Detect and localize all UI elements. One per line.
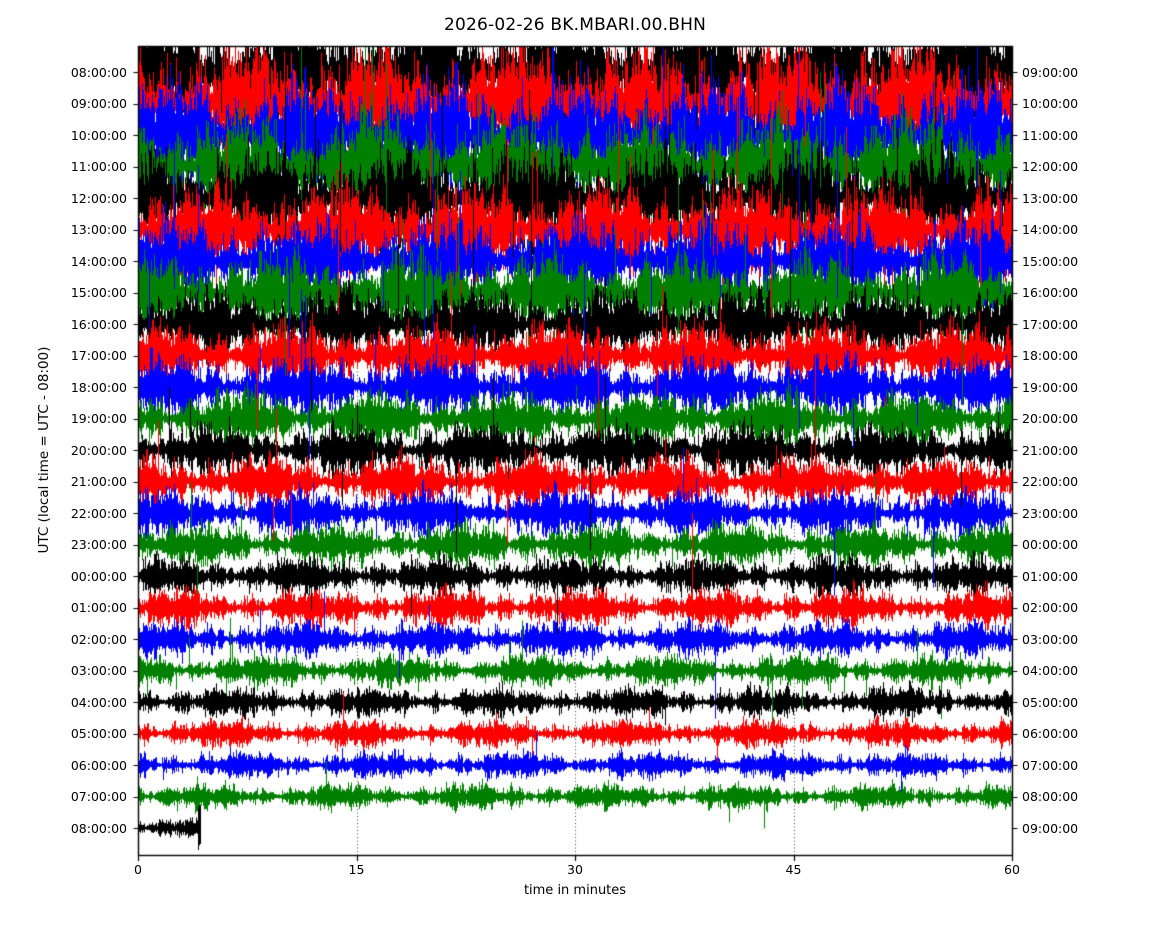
utc-tick-label: 00:00:00 [70, 568, 127, 584]
local-tick-label: 09:00:00 [1022, 820, 1079, 836]
local-tick-label: 05:00:00 [1022, 694, 1079, 710]
utc-tick-label: 15:00:00 [70, 285, 127, 300]
local-tick-label: 15:00:00 [1022, 253, 1079, 269]
x-tick-label: 30 [567, 862, 583, 877]
plot-title: 2026-02-26 BK.MBARI.00.BHN [443, 15, 706, 35]
local-tick-label: 04:00:00 [1022, 663, 1079, 678]
utc-tick-label: 01:00:00 [70, 600, 127, 615]
local-tick-label: 23:00:00 [1022, 505, 1079, 521]
utc-tick-label: 14:00:00 [70, 253, 127, 269]
local-tick-label: 21:00:00 [1022, 442, 1079, 458]
local-tick-label: 22:00:00 [1022, 474, 1079, 489]
utc-tick-label: 18:00:00 [70, 379, 127, 395]
utc-tick-label: 13:00:00 [70, 222, 127, 237]
x-tick-label: 15 [348, 862, 365, 877]
local-tick-label: 10:00:00 [1022, 96, 1079, 111]
utc-tick-label: 08:00:00 [70, 64, 127, 80]
local-tick-label: 11:00:00 [1022, 127, 1079, 143]
utc-tick-label: 02:00:00 [70, 631, 127, 647]
utc-tick-label: 03:00:00 [70, 663, 127, 678]
utc-tick-label: 20:00:00 [70, 442, 127, 458]
local-tick-label: 07:00:00 [1022, 757, 1079, 773]
utc-tick-label: 23:00:00 [70, 537, 127, 552]
utc-tick-label: 07:00:00 [70, 789, 127, 804]
utc-tick-label: 21:00:00 [70, 474, 127, 489]
utc-tick-label: 11:00:00 [70, 159, 127, 174]
x-axis-label: time in minutes [523, 883, 627, 898]
local-tick-label: 13:00:00 [1022, 190, 1079, 206]
local-tick-label: 14:00:00 [1022, 222, 1079, 237]
local-tick-label: 09:00:00 [1022, 64, 1079, 80]
utc-tick-label: 12:00:00 [70, 190, 127, 206]
local-tick-label: 01:00:00 [1022, 568, 1079, 584]
utc-tick-label: 09:00:00 [70, 96, 127, 111]
utc-tick-label: 10:00:00 [70, 127, 127, 143]
local-tick-label: 08:00:00 [1022, 789, 1079, 804]
utc-tick-label: 08:00:00 [70, 820, 127, 836]
utc-tick-label: 17:00:00 [70, 348, 127, 363]
utc-tick-label: 22:00:00 [70, 505, 127, 521]
local-tick-label: 16:00:00 [1022, 285, 1079, 300]
x-tick-label: 60 [1004, 862, 1020, 877]
utc-tick-label: 05:00:00 [70, 726, 127, 741]
local-tick-label: 03:00:00 [1022, 631, 1079, 647]
local-tick-label: 19:00:00 [1022, 379, 1079, 395]
local-tick-label: 18:00:00 [1022, 348, 1079, 363]
utc-tick-label: 04:00:00 [70, 694, 127, 710]
local-tick-label: 06:00:00 [1022, 726, 1079, 741]
local-tick-label: 02:00:00 [1022, 600, 1079, 615]
local-tick-label: 17:00:00 [1022, 316, 1079, 332]
utc-tick-label: 06:00:00 [70, 757, 127, 773]
x-tick-label: 45 [785, 862, 802, 877]
utc-tick-label: 19:00:00 [70, 411, 127, 426]
local-tick-label: 12:00:00 [1022, 159, 1079, 174]
local-tick-label: 00:00:00 [1022, 537, 1079, 552]
utc-tick-label: 16:00:00 [70, 316, 127, 332]
x-tick-label: 0 [134, 862, 142, 877]
local-tick-label: 20:00:00 [1022, 411, 1079, 426]
